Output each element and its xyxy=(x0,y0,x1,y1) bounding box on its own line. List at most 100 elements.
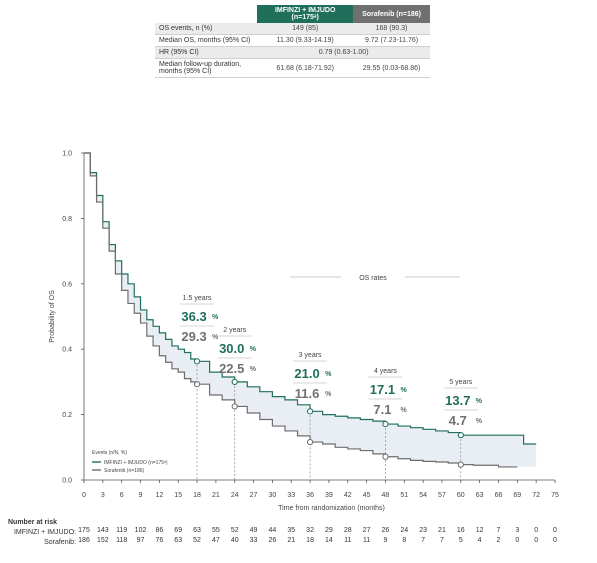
table-row: HR (95% CI) 0.79 (0.63-1.00) xyxy=(155,46,430,59)
marker-sorafenib xyxy=(306,438,314,446)
risk-value: 55 xyxy=(212,527,220,534)
x-tick-label: 12 xyxy=(155,492,163,499)
marker-sorafenib xyxy=(457,461,464,468)
table-row: Median follow-up duration, months (95% C… xyxy=(155,58,430,78)
rate-sorafenib: 22.5 xyxy=(219,361,244,376)
x-tick-label: 27 xyxy=(250,492,258,499)
risk-value: 27 xyxy=(363,527,371,534)
risk-value: 63 xyxy=(174,537,182,544)
cell-imfinzi: 149 (85) xyxy=(257,23,354,35)
row-label: Median follow-up duration, months (95% C… xyxy=(155,58,258,78)
risk-value: 5 xyxy=(459,537,463,544)
risk-value: 28 xyxy=(344,527,352,534)
rate-sorafenib-unit: % xyxy=(325,391,332,398)
risk-value: 175 xyxy=(78,527,90,534)
risk-value: 97 xyxy=(137,537,145,544)
risk-value: 4 xyxy=(478,537,482,544)
row-label: OS events, n (%) xyxy=(155,23,258,35)
risk-value: 9 xyxy=(383,537,387,544)
marker-sorafenib xyxy=(193,381,201,388)
y-tick-label: 0.4 xyxy=(62,347,72,354)
table-header-row: IMFINZI + IMJUDO (n=175ᵃ) Sorafenib (n=1… xyxy=(155,5,430,23)
x-axis-label: Time from randomization (months) xyxy=(278,505,385,512)
rate-imfinzi-unit: % xyxy=(325,371,332,378)
table-row: Median OS, months (95% CI) 11.30 (9.33-1… xyxy=(155,34,430,47)
risk-value: 3 xyxy=(515,527,519,534)
col-header-sorafenib: Sorafenib (n=186) xyxy=(353,5,430,23)
series-line-imfinzi xyxy=(84,152,537,445)
x-tick-label: 39 xyxy=(325,492,333,499)
x-tick-label: 51 xyxy=(400,492,408,499)
rate-imfinzi: 21.0 xyxy=(294,366,319,381)
legend-label: Sorafenib (n=186) xyxy=(104,468,145,474)
risk-value: 0 xyxy=(553,527,557,534)
x-tick-label: 48 xyxy=(382,492,390,499)
risk-value: 76 xyxy=(155,537,163,544)
risk-value: 69 xyxy=(174,527,182,534)
risk-value: 11 xyxy=(363,537,370,544)
series-line-sorafenib xyxy=(84,152,518,468)
timepoint-label: 5 years xyxy=(449,379,472,386)
x-tick-label: 15 xyxy=(174,492,182,499)
risk-value: 11 xyxy=(344,537,351,544)
x-tick-label: 18 xyxy=(193,492,201,499)
cell-sorafenib: 9.72 (7.23-11.76) xyxy=(353,34,430,47)
rate-imfinzi-unit: % xyxy=(212,314,219,321)
risk-value: 47 xyxy=(212,537,220,544)
x-tick-label: 75 xyxy=(551,492,559,499)
cell-hr: 0.79 (0.63-1.00) xyxy=(257,46,430,59)
legend-title: Events (n/N, %) xyxy=(92,450,127,456)
risk-value: 29 xyxy=(325,527,333,534)
timepoint-label: 2 years xyxy=(223,327,246,334)
cell-sorafenib: 29.55 (0.03-68.86) xyxy=(353,58,430,78)
risk-value: 0 xyxy=(553,537,557,544)
x-tick-label: 60 xyxy=(457,492,465,499)
marker-imfinzi xyxy=(457,432,464,439)
y-tick-label: 0.2 xyxy=(62,412,72,419)
x-tick-label: 57 xyxy=(438,492,446,499)
risk-value: 24 xyxy=(400,527,408,534)
cell-sorafenib: 168 (90.3) xyxy=(353,23,430,35)
x-tick-label: 0 xyxy=(82,492,86,499)
x-tick-label: 9 xyxy=(139,492,143,499)
col-header-imfinzi: IMFINZI + IMJUDO (n=175ᵃ) xyxy=(257,5,354,23)
rate-sorafenib: 11.6 xyxy=(295,386,320,401)
risk-value: 2 xyxy=(497,537,501,544)
risk-value: 14 xyxy=(325,537,333,544)
risk-value: 119 xyxy=(116,527,127,534)
x-tick-label: 30 xyxy=(269,492,277,499)
row-label: Median OS, months (95% CI) xyxy=(155,34,258,47)
timepoint-label: 4 years xyxy=(374,368,397,375)
risk-value: 35 xyxy=(287,527,295,534)
marker-sorafenib xyxy=(231,403,238,410)
y-tick-label: 1.0 xyxy=(62,151,72,158)
x-tick-label: 36 xyxy=(306,492,314,499)
risk-value: 40 xyxy=(231,537,239,544)
risk-value: 143 xyxy=(97,527,109,534)
risk-value: 16 xyxy=(457,527,465,534)
x-tick-label: 69 xyxy=(513,492,521,499)
risk-value: 21 xyxy=(287,537,295,544)
risk-value: 26 xyxy=(382,527,390,534)
summary-table: IMFINZI + IMJUDO (n=175ᵃ) Sorafenib (n=1… xyxy=(155,5,430,78)
risk-value: 52 xyxy=(193,537,201,544)
risk-value: 7 xyxy=(440,537,444,544)
x-tick-label: 66 xyxy=(495,492,503,499)
rate-sorafenib-unit: % xyxy=(476,418,483,425)
x-tick-label: 21 xyxy=(212,492,220,499)
rate-sorafenib: 4.7 xyxy=(449,413,467,428)
risk-value: 186 xyxy=(78,537,90,544)
table-header-empty xyxy=(155,5,258,23)
risk-value: 63 xyxy=(193,527,201,534)
risk-value: 0 xyxy=(534,527,538,534)
risk-value: 0 xyxy=(515,537,519,544)
risk-value: 12 xyxy=(476,527,484,534)
rate-sorafenib: 7.1 xyxy=(373,402,391,417)
timepoint-label: 1.5 years xyxy=(183,295,212,302)
table-row: OS events, n (%) 149 (85) 168 (90.3) xyxy=(155,23,430,35)
risk-value: 0 xyxy=(534,537,538,544)
risk-value: 18 xyxy=(306,537,314,544)
risk-label-sorafenib: Sorafenib: xyxy=(44,539,76,546)
rate-sorafenib: 29.3 xyxy=(181,329,206,344)
